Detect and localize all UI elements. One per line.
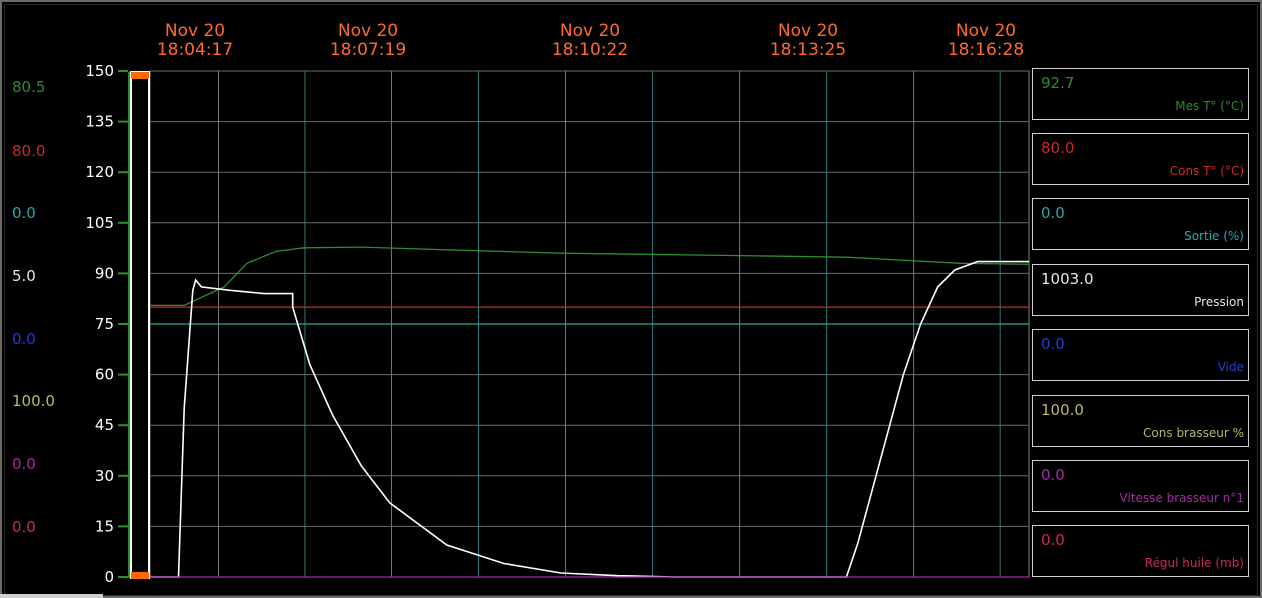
card-sortie: 0.0 Sortie (%) bbox=[1032, 198, 1249, 250]
time-label-5: Nov 20 18:16:28 bbox=[947, 21, 1025, 60]
slider-track-green bbox=[128, 72, 131, 578]
time-label-3: Nov 20 18:10:22 bbox=[551, 21, 629, 60]
card-name: Vide bbox=[1217, 360, 1244, 374]
y-tick-label: 15 bbox=[95, 517, 114, 535]
y-tick-label: 90 bbox=[95, 264, 114, 282]
time-label-1: Nov 20 18:04:17 bbox=[156, 21, 234, 60]
card-value: 92.7 bbox=[1041, 74, 1075, 92]
time-label-2: Nov 20 18:07:19 bbox=[329, 21, 407, 60]
left-value-regul-huile: 0.0 bbox=[12, 518, 36, 536]
time-label-4: Nov 20 18:13:25 bbox=[769, 21, 847, 60]
card-vide: 0.0 Vide bbox=[1032, 329, 1249, 381]
series-line-1 bbox=[150, 246, 1030, 307]
left-value-cons-brasseur: 100.0 bbox=[12, 392, 55, 410]
card-name: Mes T° (°C) bbox=[1175, 99, 1244, 113]
y-tick-label: 150 bbox=[85, 62, 114, 80]
y-tick-label: 135 bbox=[85, 113, 114, 131]
series-line-4 bbox=[150, 260, 1029, 578]
card-name: Cons brasseur % bbox=[1143, 426, 1244, 440]
horizontal-scrollbar[interactable] bbox=[0, 594, 103, 598]
y-tick-label: 45 bbox=[95, 416, 114, 434]
card-name: Pression bbox=[1194, 295, 1244, 309]
card-value: 0.0 bbox=[1041, 204, 1065, 222]
card-pression: 1003.0 Pression bbox=[1032, 264, 1249, 316]
card-value: 80.0 bbox=[1041, 139, 1075, 157]
card-mes-t: 92.7 Mes T° (°C) bbox=[1032, 68, 1249, 120]
left-value-vitesse-brasseur: 0.0 bbox=[12, 455, 36, 473]
y-tick-label: 60 bbox=[95, 366, 114, 384]
left-value-pression: 5.0 bbox=[12, 267, 36, 285]
inner-frame bbox=[4, 4, 1258, 596]
y-tick-label: 120 bbox=[85, 163, 114, 181]
slider-handle-top[interactable] bbox=[131, 72, 149, 79]
left-value-mes-t: 80.5 bbox=[12, 78, 46, 96]
card-name: Sortie (%) bbox=[1184, 229, 1244, 243]
card-cons-t: 80.0 Cons T° (°C) bbox=[1032, 133, 1249, 185]
card-name: Vitesse brasseur n°1 bbox=[1119, 491, 1244, 505]
time-scroll-slider[interactable] bbox=[130, 71, 150, 579]
y-tick-label: 0 bbox=[104, 568, 114, 586]
card-name: Régul huile (mb) bbox=[1144, 556, 1244, 570]
card-value: 1003.0 bbox=[1041, 270, 1094, 288]
card-value: 0.0 bbox=[1041, 531, 1065, 549]
card-name: Cons T° (°C) bbox=[1169, 164, 1244, 178]
card-value: 0.0 bbox=[1041, 466, 1065, 484]
slider-handle-bottom[interactable] bbox=[131, 572, 149, 579]
y-tick-label: 105 bbox=[85, 214, 114, 232]
card-value: 0.0 bbox=[1041, 335, 1065, 353]
card-value: 100.0 bbox=[1041, 401, 1084, 419]
y-tick-label: 75 bbox=[95, 315, 114, 333]
y-tick-label: 30 bbox=[95, 467, 114, 485]
card-regul-huile: 0.0 Régul huile (mb) bbox=[1032, 525, 1249, 577]
left-value-cons-t: 80.0 bbox=[12, 142, 46, 160]
card-vitesse-brasseur: 0.0 Vitesse brasseur n°1 bbox=[1032, 460, 1249, 512]
left-value-sortie: 0.0 bbox=[12, 204, 36, 222]
card-cons-brasseur: 100.0 Cons brasseur % bbox=[1032, 395, 1249, 447]
left-value-vide: 0.0 bbox=[12, 330, 36, 348]
